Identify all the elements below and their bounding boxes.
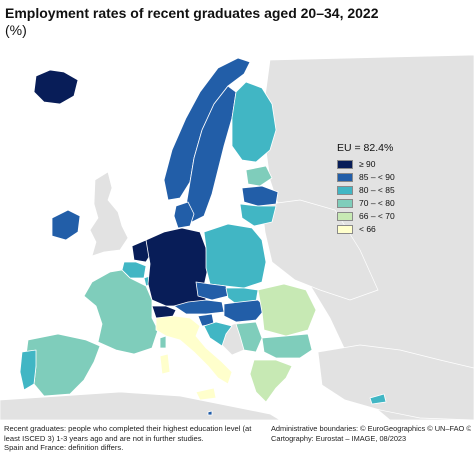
sardinia [159, 353, 171, 375]
footnote-line: Recent graduates: people who completed t… [4, 424, 252, 433]
bulgaria [261, 333, 313, 359]
legend-item-70: 70 – < 80 [337, 197, 457, 209]
legend-swatch [337, 198, 353, 208]
legend-item-66: 66 – < 70 [337, 210, 457, 222]
footnote-line: least ISCED 3) 1-3 years ago and are not… [4, 433, 204, 443]
ireland [51, 209, 81, 241]
russia-east [261, 54, 474, 420]
portugal [19, 349, 37, 391]
map-legend: EU = 82.4% ≥ 90 85 – < 90 80 – < 85 70 –… [337, 142, 457, 236]
spain [25, 333, 101, 397]
legend-item-90: ≥ 90 [337, 158, 457, 170]
legend-swatch [337, 159, 353, 169]
latvia [241, 185, 279, 207]
legend-label: 66 – < 70 [359, 211, 395, 221]
footnote-right: Administrative boundaries: © EuroGeograp… [271, 424, 471, 443]
austria [173, 299, 225, 315]
legend-swatch [337, 224, 353, 234]
switzerland [151, 305, 177, 319]
malta [207, 410, 213, 416]
sweden [185, 85, 237, 223]
legend-label: 85 – < 90 [359, 172, 395, 182]
legend-label: ≥ 90 [359, 159, 376, 169]
serbia [235, 321, 263, 353]
legend-label: 70 – < 80 [359, 198, 395, 208]
legend-swatch [337, 185, 353, 195]
legend-item-lt66: < 66 [337, 223, 457, 235]
belarus-ukraine [261, 199, 379, 301]
map-title: Employment rates of recent graduates age… [5, 5, 379, 21]
lithuania [239, 203, 277, 227]
denmark [173, 201, 195, 229]
footnote-left: Recent graduates: people who completed t… [4, 424, 264, 453]
sicily [195, 387, 217, 401]
legend-label: 80 – < 85 [359, 185, 395, 195]
legend-item-80: 80 – < 85 [337, 184, 457, 196]
iceland [33, 69, 79, 105]
estonia [245, 165, 273, 187]
corsica [159, 335, 167, 349]
legend-item-85: 85 – < 90 [337, 171, 457, 183]
poland [203, 223, 267, 289]
romania [257, 283, 317, 337]
finland [231, 81, 277, 163]
legend-swatch [337, 172, 353, 182]
credit-line: Administrative boundaries: © EuroGeograp… [271, 424, 471, 433]
map-title-block: Employment rates of recent graduates age… [5, 5, 445, 39]
hungary [223, 299, 267, 323]
legend-label: < 66 [359, 224, 376, 234]
turkey [317, 344, 474, 420]
legend-swatch [337, 211, 353, 221]
italy [155, 315, 233, 385]
cyprus [369, 393, 387, 405]
france [83, 269, 159, 355]
greece [249, 359, 293, 403]
footnote-line: Spain and France: definition differs. [4, 443, 124, 453]
map-unit: (%) [5, 22, 27, 38]
credit-line: Cartography: Eurostat – IMAGE, 08/2023 [271, 433, 407, 443]
europe-choropleth-map [0, 54, 474, 420]
north-africa [0, 391, 281, 420]
united-kingdom [89, 171, 129, 257]
legend-title: EU = 82.4% [337, 142, 394, 154]
croatia [203, 321, 233, 347]
